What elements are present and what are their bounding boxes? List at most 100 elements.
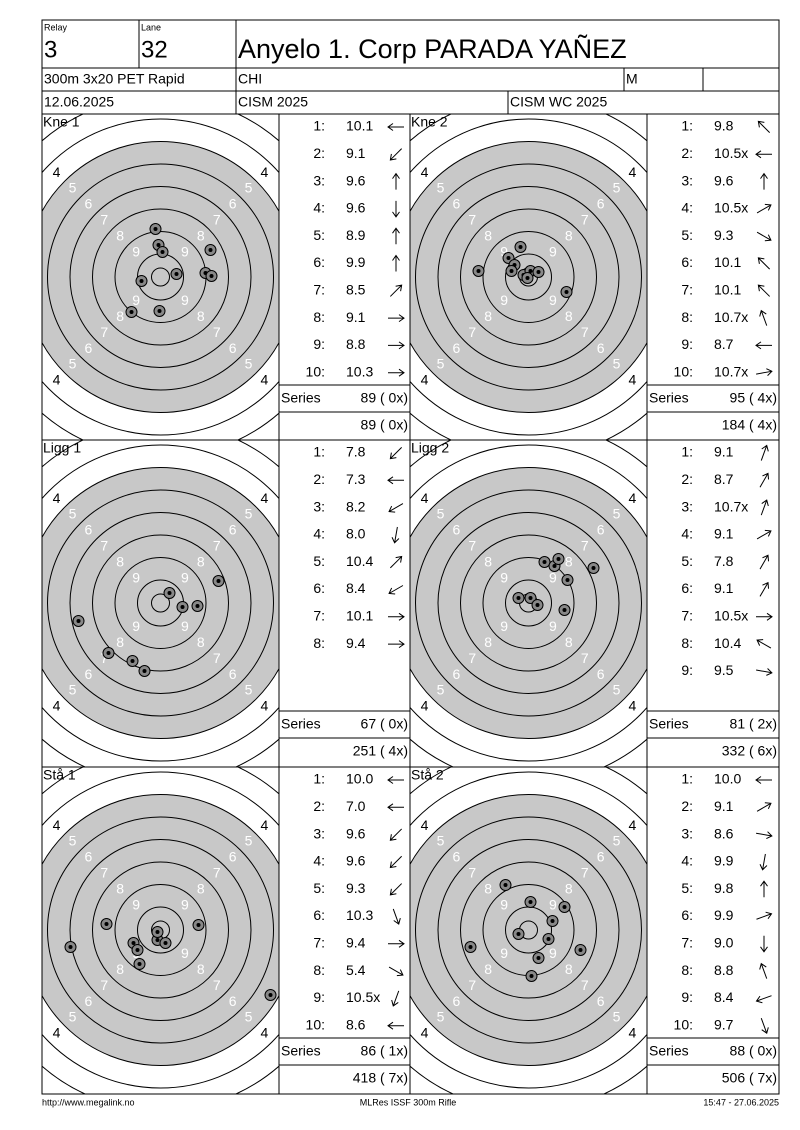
ring — [69, 839, 252, 1021]
shot-score: 8.0 — [346, 526, 366, 542]
shot-score: 8.6 — [346, 1016, 366, 1032]
shot-number: 8: — [681, 962, 693, 978]
relay: 3 — [44, 36, 57, 63]
shot-center — [216, 579, 221, 583]
ring — [92, 534, 229, 672]
ring-label: 6 — [597, 993, 605, 1009]
shot-score: 10.5x — [714, 608, 748, 624]
shot-center — [591, 566, 596, 570]
ring-label: 4 — [53, 1025, 61, 1041]
ring — [437, 186, 620, 368]
shot-direction — [755, 995, 772, 1004]
shot-score: 10.4 — [346, 553, 373, 569]
shot-direction — [755, 341, 772, 350]
shot-number: 9: — [313, 336, 325, 352]
lane: 32 — [141, 36, 168, 63]
shot-score: 8.7 — [714, 471, 734, 487]
shot-score: 10.4 — [714, 635, 741, 651]
shot-center — [529, 974, 534, 978]
ring-label: 8 — [197, 227, 205, 243]
ring-label: 6 — [84, 849, 92, 865]
position-name: Ligg 1 — [43, 440, 81, 456]
ring-label: 8 — [197, 308, 205, 324]
shot-center — [209, 274, 214, 278]
shot-number: 6: — [313, 254, 325, 270]
ring-label: 5 — [437, 682, 445, 698]
ring — [42, 794, 279, 1066]
shot-direction — [388, 368, 405, 377]
shot-score: 10.0 — [346, 771, 373, 787]
shot-center — [550, 919, 555, 923]
shot-score: 8.2 — [346, 498, 366, 514]
ring — [92, 208, 229, 346]
shooter-name: Anyelo 1. Corp PARADA YAÑEZ — [238, 33, 627, 64]
shot-score: 9.8 — [714, 118, 734, 134]
series-score: 81 ( 2x) — [730, 716, 777, 732]
competition: CISM 2025 — [238, 94, 308, 110]
shot-score: 8.8 — [714, 962, 734, 978]
ring-label: 9 — [500, 243, 508, 259]
aiming-black — [42, 467, 279, 739]
shot-number: 8: — [681, 635, 693, 651]
ring-label: 4 — [53, 817, 61, 833]
shot-number: 7: — [313, 282, 325, 298]
shot-number: 10: — [306, 1016, 325, 1032]
shot-score: 9.6 — [346, 825, 366, 841]
shot-center — [525, 276, 530, 280]
shot-number: 1: — [681, 444, 693, 460]
shot-direction — [757, 257, 771, 270]
ring-label: 4 — [261, 698, 269, 714]
shot-score: 8.7 — [714, 336, 734, 352]
ring-label: 4 — [629, 817, 637, 833]
shot-number: 10: — [674, 363, 693, 379]
shot-center — [536, 270, 541, 274]
shot-center — [163, 941, 168, 945]
shot-score: 7.8 — [714, 553, 734, 569]
ring-label: 5 — [69, 180, 77, 196]
ring-label: 7 — [581, 211, 589, 227]
shot-number: 4: — [681, 853, 693, 869]
ring-label: 8 — [484, 634, 492, 650]
shot-score: 9.3 — [346, 880, 366, 896]
shot-score: 9.9 — [714, 907, 734, 923]
shot-score: 10.5x — [346, 989, 380, 1005]
shot-center — [562, 905, 567, 909]
shot-center — [156, 243, 161, 247]
ring-label: 6 — [597, 666, 605, 682]
ring-label: 9 — [181, 569, 189, 585]
shot-direction — [389, 284, 403, 297]
shot-direction — [391, 990, 400, 1007]
series-label: Series — [281, 1043, 321, 1059]
ring — [47, 163, 274, 391]
ring-label: 8 — [484, 880, 492, 896]
shot-number: 4: — [313, 526, 325, 542]
shot-center — [528, 596, 533, 600]
ring-label: 5 — [69, 1009, 77, 1025]
shot-center — [167, 591, 172, 595]
ring-label: 8 — [116, 308, 124, 324]
shot-score: 10.1 — [714, 282, 741, 298]
running-total: 332 ( 6x) — [722, 743, 777, 759]
shot-number: 5: — [681, 880, 693, 896]
ring-label: 7 — [213, 211, 221, 227]
shot-number: 6: — [313, 907, 325, 923]
ring-label: 9 — [132, 243, 140, 259]
shot-direction — [760, 172, 768, 190]
ring-label: 8 — [484, 227, 492, 243]
shot-direction — [388, 966, 404, 977]
shot-number: 8: — [313, 962, 325, 978]
shot-center — [516, 932, 521, 936]
ring-label: 9 — [181, 945, 189, 961]
aiming-black — [42, 141, 279, 413]
shot-score: 9.1 — [714, 444, 734, 460]
shot-score: 9.1 — [346, 309, 366, 325]
shot-direction — [387, 123, 404, 131]
shot-score: 10.1 — [714, 254, 741, 270]
ring-label: 8 — [197, 553, 205, 569]
shot-direction — [392, 172, 400, 190]
ring — [114, 884, 207, 976]
shot-direction — [756, 911, 773, 920]
running-total: 184 ( 4x) — [722, 417, 777, 433]
match: CISM WC 2025 — [510, 94, 607, 110]
ring — [460, 208, 597, 346]
